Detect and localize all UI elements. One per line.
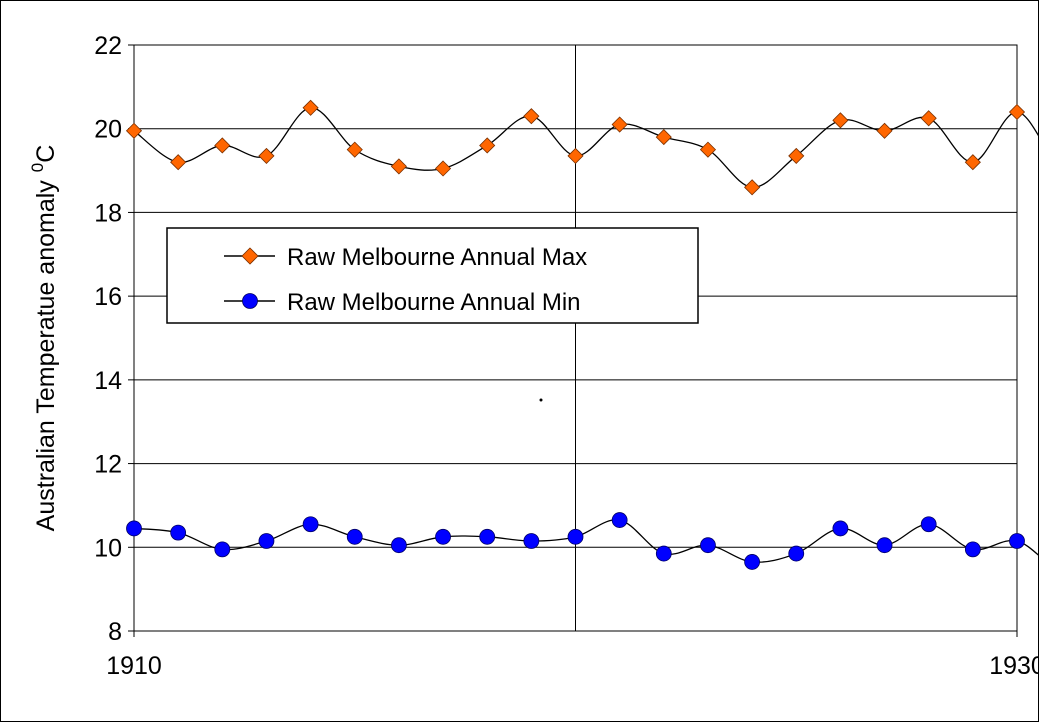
- data-point-min: [171, 525, 186, 540]
- data-point-min: [965, 542, 980, 557]
- data-point-min: [921, 517, 936, 532]
- y-tick-label: 8: [108, 618, 122, 646]
- data-point-min: [568, 529, 583, 544]
- data-point-min: [612, 513, 627, 528]
- data-point-min: [303, 517, 318, 532]
- y-axis-label-text: Australian Temperatue anomaly: [32, 180, 60, 532]
- stray-dot: [540, 399, 543, 402]
- data-point-min: [789, 546, 804, 561]
- data-point-min: [259, 534, 274, 549]
- data-point-min: [391, 538, 406, 553]
- data-point-min: [877, 538, 892, 553]
- data-point-min: [127, 521, 142, 536]
- y-tick-label: 16: [94, 283, 122, 311]
- data-point-min: [700, 538, 715, 553]
- y-tick-label: 20: [94, 116, 122, 144]
- data-point-min: [1010, 534, 1025, 549]
- y-tick-label: 10: [94, 534, 122, 562]
- y-axis-unit: C: [32, 145, 60, 163]
- legend-max-label: Raw Melbourne Annual Max: [287, 244, 587, 271]
- data-point-min: [480, 529, 495, 544]
- legend: Raw Melbourne Annual Max Raw Melbourne A…: [167, 228, 698, 323]
- data-point-min: [436, 529, 451, 544]
- x-tick-label: 1910: [106, 652, 162, 680]
- legend-min-label: Raw Melbourne Annual Min: [287, 289, 581, 316]
- y-axis-label: Australian Temperatue anomaly 0C: [28, 145, 60, 532]
- data-point-min: [745, 554, 760, 569]
- y-tick-label: 14: [94, 367, 122, 395]
- data-point-min: [656, 546, 671, 561]
- data-point-min: [833, 521, 848, 536]
- y-tick-label: 22: [94, 32, 122, 60]
- data-point-min: [215, 542, 230, 557]
- y-tick-label: 18: [94, 199, 122, 227]
- legend-min-marker: [243, 294, 258, 309]
- x-tick-label: 1930: [989, 652, 1039, 680]
- y-axis-unit-superscript: 0: [28, 163, 47, 172]
- y-tick-label: 12: [94, 451, 122, 479]
- data-point-min: [524, 534, 539, 549]
- data-point-min: [347, 529, 362, 544]
